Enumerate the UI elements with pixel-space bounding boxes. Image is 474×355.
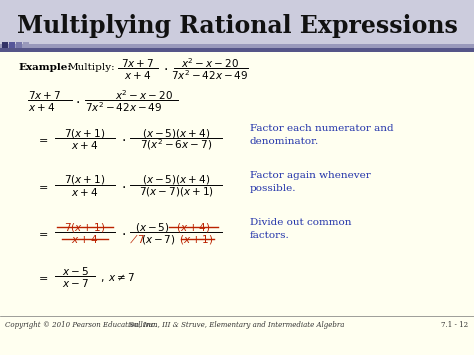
Text: $7(x-7)(x+1)$: $7(x-7)(x+1)$ [138, 186, 213, 198]
Text: 7.1 - 12: 7.1 - 12 [441, 321, 468, 329]
Text: $(x+1)$: $(x+1)$ [179, 233, 213, 246]
Text: $7(x+1)$: $7(x+1)$ [64, 220, 106, 234]
Text: $x^2-x-20$: $x^2-x-20$ [115, 88, 173, 102]
Text: $7x+7$: $7x+7$ [121, 57, 155, 69]
Text: $x+4$: $x+4$ [72, 139, 99, 151]
Text: $=$: $=$ [36, 181, 48, 191]
Text: $7x^2-42x-49$: $7x^2-42x-49$ [171, 68, 249, 82]
Text: $=$: $=$ [36, 272, 48, 282]
Text: Factor again whenever
possible.: Factor again whenever possible. [250, 170, 371, 193]
Text: Multiply:: Multiply: [68, 64, 116, 72]
Text: Factor each numerator and
denominator.: Factor each numerator and denominator. [250, 124, 393, 147]
Text: $7x^2-42x-49$: $7x^2-42x-49$ [85, 100, 163, 114]
Bar [23, 42, 29, 48]
Bar [16, 42, 22, 48]
Text: $x^2-x-20$: $x^2-x-20$ [181, 56, 239, 70]
Text: $(x-5)(x+4)$: $(x-5)(x+4)$ [142, 126, 210, 140]
Text: $(x+4)$: $(x+4)$ [176, 220, 210, 234]
Text: $x+4$: $x+4$ [72, 233, 99, 245]
Text: $\cdot$: $\cdot$ [120, 179, 126, 193]
Bar [2, 42, 8, 48]
Text: $7(x^2-6x-7)$: $7(x^2-6x-7)$ [140, 138, 212, 152]
Text: $=$: $=$ [36, 228, 48, 238]
Text: Sullivan, III & Struve, Elementary and Intermediate Algebra: Sullivan, III & Struve, Elementary and I… [129, 321, 345, 329]
Text: $\cdot$: $\cdot$ [163, 61, 167, 75]
Text: $=$: $=$ [36, 134, 48, 144]
Bar [0, 0, 474, 52]
Text: $x+4$: $x+4$ [28, 101, 55, 113]
Text: $\cdot$: $\cdot$ [74, 94, 80, 108]
Text: Divide out common
factors.: Divide out common factors. [250, 218, 352, 240]
Text: $\cdot$: $\cdot$ [120, 132, 126, 146]
Text: $,\ x\neq 7$: $,\ x\neq 7$ [100, 271, 135, 284]
Text: $x-5$: $x-5$ [62, 265, 89, 277]
Bar [0, 44, 474, 48]
Bar [9, 42, 15, 48]
Text: $\not{7}$: $\not{7}$ [130, 233, 146, 245]
Text: $7(x+1)$: $7(x+1)$ [64, 174, 106, 186]
Text: $x-7$: $x-7$ [62, 277, 89, 289]
Text: $x+4$: $x+4$ [124, 69, 152, 81]
Text: $(x-5)$: $(x-5)$ [135, 220, 169, 234]
Bar [0, 48, 474, 52]
Text: Copyright © 2010 Pearson Education, Inc.: Copyright © 2010 Pearson Education, Inc. [5, 321, 157, 329]
Text: Multiplying Rational Expressions: Multiplying Rational Expressions [17, 14, 457, 38]
Text: $(x-7)$: $(x-7)$ [141, 233, 175, 246]
Text: $x+4$: $x+4$ [72, 186, 99, 198]
Text: Example:: Example: [18, 64, 71, 72]
Text: $7(x+1)$: $7(x+1)$ [64, 126, 106, 140]
Text: $\cdot$: $\cdot$ [120, 226, 126, 240]
Text: $7x+7$: $7x+7$ [28, 89, 61, 101]
Text: $(x-5)(x+4)$: $(x-5)(x+4)$ [142, 174, 210, 186]
